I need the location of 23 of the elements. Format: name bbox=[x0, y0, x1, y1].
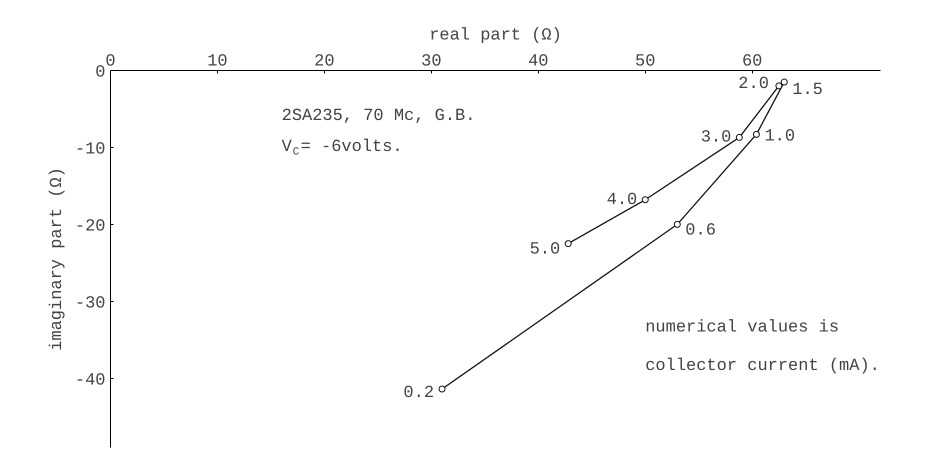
annotation: 0.6 bbox=[685, 221, 716, 240]
y-tick-label: -10 bbox=[74, 140, 106, 160]
annotation: 5.0 bbox=[530, 240, 560, 260]
annotation: 0.2 bbox=[403, 384, 434, 404]
x-tick-label: 10 bbox=[207, 52, 228, 72]
y-tick-label: -20 bbox=[74, 217, 106, 236]
annotation: 2.0 bbox=[738, 74, 769, 94]
x-tick-label: 20 bbox=[314, 52, 335, 72]
annotation: 2SA235, 70 Mc, G.B. bbox=[282, 107, 476, 126]
annotation: 3.0 bbox=[700, 128, 732, 148]
y-tick-label: -40 bbox=[74, 371, 106, 390]
annotation: collector current (mA). bbox=[645, 357, 880, 376]
annotation: 4.0 bbox=[606, 190, 638, 210]
x-tick-label: 50 bbox=[635, 52, 656, 72]
annotation: 1.0 bbox=[764, 127, 796, 146]
x-tick-label: 40 bbox=[528, 52, 548, 72]
annotation: 1.5 bbox=[792, 81, 823, 100]
x-tick-label: 60 bbox=[742, 52, 762, 72]
x-axis-title: real part (Ω) bbox=[429, 26, 562, 46]
x-tick-label: 30 bbox=[421, 52, 442, 72]
y-axis-title: imaginary part (Ω) bbox=[48, 167, 67, 351]
y-tick-label: -30 bbox=[74, 294, 106, 314]
annotation: numerical values is bbox=[645, 318, 840, 338]
